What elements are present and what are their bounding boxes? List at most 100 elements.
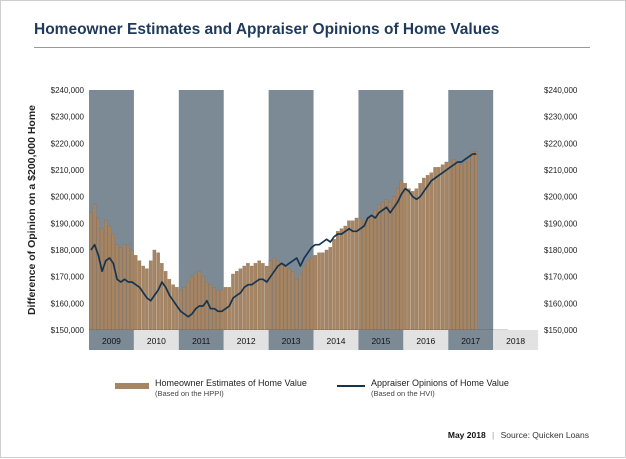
y-tick-left-0: $150,000 bbox=[51, 326, 85, 335]
shade-2017 bbox=[448, 90, 494, 330]
bar-41 bbox=[242, 265, 246, 331]
year-band-cell-2016 bbox=[403, 330, 449, 350]
bar-57 bbox=[302, 265, 306, 331]
bar-94 bbox=[440, 164, 445, 331]
year-band-cell-2017 bbox=[448, 330, 494, 350]
bar-71 bbox=[354, 217, 359, 331]
shade-2011 bbox=[178, 90, 224, 330]
bar-87 bbox=[414, 188, 419, 331]
bar-28 bbox=[193, 273, 198, 331]
bar-81 bbox=[392, 196, 396, 331]
bar-19 bbox=[160, 263, 164, 331]
bar-47 bbox=[264, 265, 269, 331]
bar-56 bbox=[298, 273, 303, 331]
bar-85 bbox=[407, 188, 411, 331]
bar-9 bbox=[122, 244, 127, 331]
year-band-cell-2010 bbox=[133, 330, 179, 350]
footer-source: Source: Quicken Loans bbox=[500, 430, 589, 440]
y-tick-right-4: $190,000 bbox=[544, 219, 578, 228]
bar-64 bbox=[328, 247, 333, 331]
bar-58 bbox=[306, 260, 310, 331]
shade-2015 bbox=[358, 90, 404, 330]
bar-16 bbox=[148, 260, 153, 331]
bar-70 bbox=[351, 220, 355, 331]
bar-53 bbox=[287, 268, 291, 331]
x-tick-label-2017: 2017 bbox=[461, 336, 480, 346]
y-tick-right-0: $150,000 bbox=[544, 326, 578, 335]
bar-59 bbox=[309, 257, 314, 331]
year-band-cell-2011 bbox=[178, 330, 224, 350]
bar-12 bbox=[133, 255, 138, 331]
bar-93 bbox=[437, 167, 441, 331]
bar-77 bbox=[377, 204, 381, 331]
bar-73 bbox=[362, 220, 366, 331]
bar-92 bbox=[433, 167, 437, 331]
title-divider bbox=[34, 47, 590, 48]
y-tick-left-6: $210,000 bbox=[51, 166, 85, 175]
y-tick-right-8: $230,000 bbox=[544, 113, 578, 122]
bar-31 bbox=[205, 281, 209, 331]
bar-2 bbox=[96, 217, 100, 331]
bar-1 bbox=[92, 204, 97, 331]
bar-82 bbox=[395, 188, 400, 331]
bar-42 bbox=[246, 263, 250, 331]
year-band-cell-2014 bbox=[313, 330, 359, 350]
bar-50 bbox=[276, 260, 280, 331]
bar-74 bbox=[365, 217, 370, 331]
bar-69 bbox=[347, 220, 351, 331]
bar-76 bbox=[373, 209, 377, 331]
bar-99 bbox=[459, 164, 463, 331]
y-tick-left-2: $170,000 bbox=[51, 273, 85, 282]
bar-25 bbox=[182, 287, 187, 331]
bar-45 bbox=[257, 260, 261, 331]
bar-80 bbox=[388, 201, 392, 331]
footer-note: May 2018 | Source: Quicken Loans bbox=[448, 430, 589, 440]
appraiser-line bbox=[90, 153, 477, 318]
legend-line-label: Appraiser Opinions of Home Value bbox=[371, 378, 509, 388]
bar-7 bbox=[115, 244, 119, 331]
y-tick-right-9: $240,000 bbox=[544, 86, 578, 95]
bar-13 bbox=[137, 260, 142, 331]
year-band-cell-2018 bbox=[493, 330, 539, 350]
y-tick-right-1: $160,000 bbox=[544, 299, 578, 308]
footer-separator: | bbox=[492, 430, 495, 440]
bar-22 bbox=[171, 284, 175, 331]
bar-3 bbox=[100, 228, 104, 331]
x-tick-label-2010: 2010 bbox=[147, 336, 166, 346]
footer-date: May 2018 bbox=[447, 430, 486, 440]
bar-72 bbox=[358, 217, 362, 331]
y-ticks-right: $150,000 $160,000 $170,000 $180,000 $190,000… bbox=[544, 86, 578, 335]
y-ticks-left: $150,000 $160,000 $170,000 $180,000 $190,000… bbox=[51, 86, 85, 335]
line-series bbox=[90, 153, 477, 318]
bar-series bbox=[89, 151, 478, 331]
legend-line-swatch bbox=[337, 385, 365, 387]
x-tick-label-2014: 2014 bbox=[327, 336, 346, 346]
year-band-cell-2015 bbox=[358, 330, 404, 350]
bar-66 bbox=[336, 231, 340, 331]
year-band-cell-2013 bbox=[268, 330, 314, 350]
year-band-cell-2009 bbox=[89, 330, 134, 350]
x-tick-label-2015: 2015 bbox=[371, 336, 390, 346]
bar-84 bbox=[403, 183, 407, 331]
legend-line-sub: (Based on the HVI) bbox=[371, 389, 435, 398]
bar-5 bbox=[107, 225, 112, 331]
bar-21 bbox=[167, 279, 172, 331]
y-tick-left-5: $200,000 bbox=[51, 193, 85, 202]
bar-63 bbox=[324, 249, 329, 331]
bar-27 bbox=[190, 276, 194, 331]
bar-98 bbox=[455, 161, 460, 331]
bar-65 bbox=[332, 239, 336, 331]
y-tick-left-3: $180,000 bbox=[51, 246, 85, 255]
bar-54 bbox=[291, 271, 295, 331]
bar-78 bbox=[380, 201, 385, 331]
y-tick-left-8: $230,000 bbox=[51, 113, 85, 122]
bar-83 bbox=[399, 180, 404, 331]
bar-6 bbox=[111, 233, 115, 331]
legend-bars-label: Homeowner Estimates of Home Value bbox=[155, 378, 307, 388]
bar-97 bbox=[452, 159, 456, 331]
year-band: 2009 2010 2011 2012 2013 2014 2015 2016 2017 2018 bbox=[89, 330, 539, 350]
bar-102 bbox=[470, 151, 475, 331]
bar-44 bbox=[253, 263, 258, 331]
